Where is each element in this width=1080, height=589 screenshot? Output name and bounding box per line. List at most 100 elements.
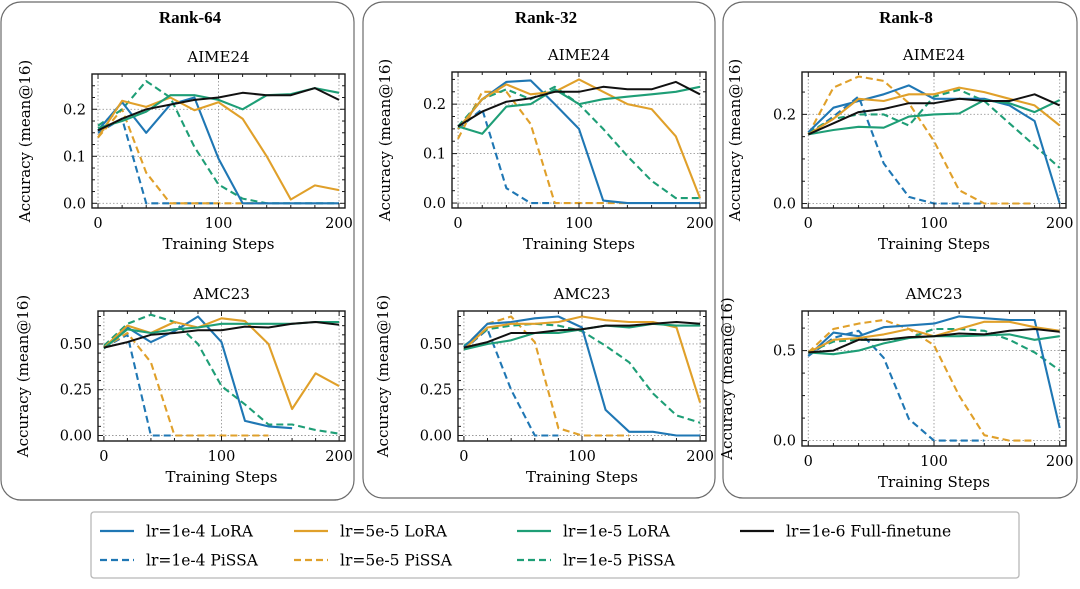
y-tick-label: 0.2 — [63, 102, 86, 118]
series-line-pissa-1e4 — [97, 117, 219, 205]
x-tick-label: 0 — [453, 216, 462, 232]
x-tick-label: 200 — [686, 216, 714, 232]
series-line-full-1e6 — [808, 328, 1060, 354]
series-line-lora-5e5 — [103, 317, 340, 411]
x-tick-label: 200 — [325, 216, 353, 232]
series-line-lora-5e5 — [97, 96, 340, 201]
series-line-pissa-1e5 — [103, 313, 340, 435]
legend-entry-pissa-1e4: lr=1e-4 PiSSA — [100, 552, 259, 570]
x-tick-label: 100 — [208, 449, 236, 465]
y-tick-label: 0.1 — [423, 147, 446, 163]
legend-entry-lora-5e5: lr=5e-5 LoRA — [294, 523, 448, 541]
series-line-pissa-5e5 — [457, 90, 628, 205]
y-axis-label: Accuracy (mean@16) — [726, 59, 744, 223]
y-tick-label: 0.00 — [60, 429, 92, 445]
series-line-lora-5e5 — [807, 86, 1061, 136]
subplot-rank-64-aime24: AIME24 0 100 200 0.0 0.1 0.2 Training Steps Accu… — [16, 48, 353, 253]
x-axis-label: Training Steps — [523, 235, 635, 253]
subplot-title: AIME24 — [902, 46, 965, 64]
x-axis-label: Training Steps — [166, 468, 278, 486]
x-axis-label: Training Steps — [163, 235, 275, 253]
x-tick-label: 200 — [1046, 454, 1074, 470]
subplot-rank-8-aime24: AIME24 0 100 200 0.0 0.2 Training Steps Accurac… — [726, 46, 1074, 253]
series-line-pissa-5e5 — [807, 75, 1035, 205]
series-line-lora-1e4 — [463, 315, 701, 437]
subplot-rank-8-amc23: AMC23 0 100 200 0.0 0.5 Training Steps Accuracy… — [718, 285, 1074, 491]
x-tick-label: 100 — [920, 454, 948, 470]
series-line-lora-1e5 — [457, 85, 701, 135]
y-axis-label: Accuracy (mean@16) — [376, 59, 394, 223]
x-tick-label: 0 — [804, 454, 813, 470]
group-frame-rank-8 — [722, 1, 1078, 499]
y-tick-label: 0.50 — [60, 337, 92, 353]
group-title-rank-64: Rank-64 — [159, 8, 222, 27]
legend-label: lr=1e-4 LoRA — [146, 523, 254, 541]
series-line-pissa-1e4 — [103, 333, 175, 437]
y-axis-label: Accuracy (mean@16) — [16, 60, 34, 224]
subplot-title: AIME24 — [186, 48, 249, 66]
series-line-pissa-1e5 — [807, 327, 1061, 372]
x-axis-label: Training Steps — [526, 468, 638, 486]
legend-entry-lora-1e5: lr=1e-5 LoRA — [517, 523, 671, 541]
series-line-lora-1e4 — [103, 315, 293, 430]
x-tick-label: 0 — [93, 216, 102, 232]
y-tick-label: 0.0 — [423, 196, 446, 212]
series-line-lora-1e4 — [97, 96, 339, 205]
subplot-title: AMC23 — [192, 285, 250, 303]
x-tick-label: 200 — [686, 449, 714, 465]
y-tick-label: 0.0 — [63, 196, 86, 212]
y-tick-label: 0.0 — [773, 197, 796, 213]
series-line-lora-1e4 — [807, 84, 1061, 204]
subplot-rank-64-amc23: AMC23 0 100 200 0.00 0.25 0.50 Training Steps Ac… — [14, 285, 353, 486]
legend-label: lr=1e-5 PiSSA — [563, 552, 676, 570]
x-tick-label: 100 — [920, 216, 948, 232]
y-tick-label: 0.0 — [773, 434, 796, 450]
series-line-full-1e6 — [457, 80, 701, 128]
group-title-rank-32: Rank-32 — [515, 8, 577, 27]
legend-entry-full-1e6: lr=1e-6 Full-finetune — [740, 523, 951, 541]
y-tick-label: 0.5 — [773, 344, 796, 360]
x-tick-label: 100 — [565, 216, 593, 232]
legend: lr=1e-4 LoRA lr=5e-5 LoRA lr=1e-5 LoRA lr=1… — [100, 523, 951, 570]
subplot-title: AMC23 — [905, 285, 963, 303]
y-tick-label: 0.2 — [773, 107, 796, 123]
x-tick-label: 200 — [325, 449, 353, 465]
y-axis-label: Accuracy (mean@16) — [718, 297, 736, 461]
y-axis-label: Accuracy (mean@16) — [374, 295, 392, 459]
legend-entry-pissa-5e5: lr=5e-5 PiSSA — [294, 552, 453, 570]
subplot-title: AIME24 — [547, 46, 610, 64]
subplot-title: AMC23 — [553, 285, 611, 303]
series-line-pissa-1e4 — [463, 328, 559, 437]
series-line-pissa-1e4 — [807, 329, 985, 442]
group-title-rank-8: Rank-8 — [879, 8, 933, 27]
legend-label: lr=5e-5 PiSSA — [340, 552, 453, 570]
legend-label: lr=1e-4 PiSSA — [146, 552, 259, 570]
x-tick-label: 100 — [568, 449, 596, 465]
series-line-lora-1e5 — [808, 99, 1061, 136]
series-line-pissa-1e5 — [463, 322, 701, 424]
series-line-pissa-1e4 — [457, 108, 555, 205]
legend-box — [90, 511, 1020, 579]
y-tick-label: 0.25 — [60, 383, 92, 399]
x-tick-label: 200 — [1046, 216, 1074, 232]
series-line-lora-1e4 — [807, 315, 1061, 429]
y-tick-label: 0.50 — [420, 337, 452, 353]
series-line-pissa-5e5 — [103, 331, 269, 437]
y-tick-label: 0.2 — [423, 97, 446, 113]
group-frame-rank-32 — [362, 1, 716, 499]
series-line-full-1e6 — [97, 87, 340, 132]
series-line-lora-1e4 — [457, 79, 700, 205]
y-tick-label: 0.25 — [420, 383, 452, 399]
x-tick-label: 0 — [804, 216, 813, 232]
x-tick-label: 0 — [459, 449, 468, 465]
y-tick-label: 0.1 — [63, 149, 86, 165]
y-tick-label: 0.00 — [420, 429, 452, 445]
series-line-pissa-1e4 — [807, 95, 985, 205]
x-axis-label: Training Steps — [878, 473, 990, 491]
series-line-full-1e6 — [463, 321, 701, 349]
legend-label: lr=1e-6 Full-finetune — [786, 523, 951, 541]
subplot-rank-32-aime24: AIME24 0 100 200 0.0 0.1 0.2 Training Steps Accu… — [376, 46, 714, 253]
legend-label: lr=5e-5 LoRA — [340, 523, 448, 541]
legend-entry-lora-1e4: lr=1e-4 LoRA — [100, 523, 254, 541]
